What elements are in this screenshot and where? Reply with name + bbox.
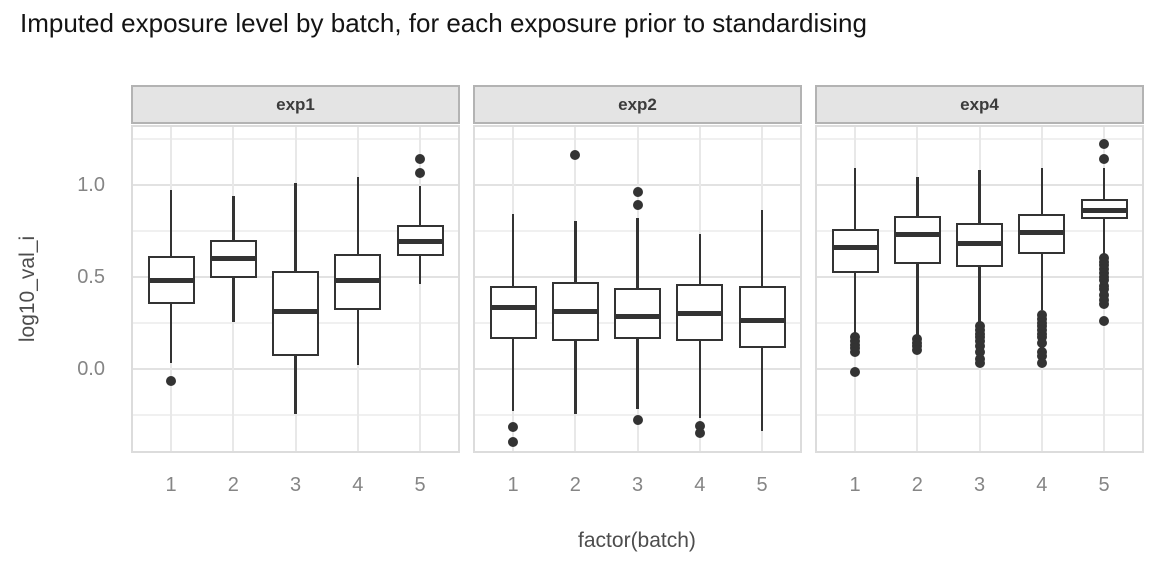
boxplot-outlier [974,346,985,357]
facet-panel-exp4 [815,125,1144,453]
x-tick-label: 1 [165,474,177,496]
boxplot-box [893,215,941,264]
boxplot-median [209,255,257,261]
facet-strip-exp1: exp1 [131,85,460,124]
boxplot-box [489,285,537,340]
boxplot-outlier [632,415,643,426]
facet-strip-label: exp1 [276,94,315,114]
boxplot-outlier [694,420,705,431]
boxplot-median [551,308,599,314]
y-tick-label: 0.0 [77,357,105,380]
boxplot-outlier [1099,153,1109,164]
boxplot-outlier [1099,275,1109,286]
boxplot-median [893,231,941,237]
boxplot-outlier [1099,315,1109,326]
boxplot-outlier [632,186,643,197]
x-tick-label: 2 [569,474,581,496]
boxplot-outlier [1099,289,1109,300]
boxplot-outlier [1036,332,1047,343]
boxplot-median [1080,207,1128,213]
boxplot-outlier [1099,139,1109,150]
gridline-major-x [419,125,421,453]
boxplot-outlier [415,153,425,164]
y-tick-label: 1.0 [77,173,105,196]
boxplot-median [334,277,382,283]
boxplot-median [614,314,661,320]
boxplot-median [676,310,724,316]
boxplot-outlier [1099,299,1109,310]
x-tick-label: 5 [756,474,768,496]
x-tick-label: 2 [227,474,239,496]
facet-panel-exp2 [473,125,802,453]
x-axis-title: factor(batch) [578,529,696,552]
boxplot-median [831,244,879,250]
boxplot-box [738,285,786,349]
boxplot-outlier [1036,337,1047,348]
x-tick-label: 1 [507,474,519,496]
panel-border [131,125,460,453]
boxplot-median [396,239,444,245]
facet-strip-label: exp2 [618,94,657,114]
boxplot-outlier [415,168,425,179]
plot-title: Imputed exposure level by batch, for eac… [20,8,867,38]
panel-border [815,125,1144,453]
panel-border [473,125,802,453]
boxplot-median [147,277,195,283]
boxplot-outlier [1099,284,1109,295]
boxplot-outlier [974,357,985,368]
facet-strip-exp4: exp4 [815,85,1144,124]
facet-panel-exp1 [131,125,460,453]
boxplot-outlier [632,199,643,210]
boxplot-box [831,228,879,273]
boxplot-outlier [1036,350,1047,361]
x-tick-label: 4 [352,474,364,496]
boxplot-outlier [912,345,923,356]
boxplot-outlier [974,341,985,352]
boxplot-outlier [166,376,176,387]
boxplot-outlier [508,422,518,433]
boxplot-median [1018,229,1066,235]
boxplot-median [272,308,319,314]
boxplot-median [738,318,786,324]
x-tick-label: 5 [1098,474,1110,496]
boxplot-outlier [974,335,985,346]
x-tick-label: 3 [631,474,644,496]
y-tick-label: 0.5 [77,265,105,288]
x-tick-label: 3 [289,474,302,496]
boxplot-median [489,305,537,311]
boxplot-outlier [850,346,860,357]
x-tick-label: 4 [694,474,706,496]
facet-strip-label: exp4 [960,94,999,114]
boxplot-outlier [570,150,581,161]
x-tick-label: 1 [849,474,861,496]
boxplot-outlier [850,367,860,378]
boxplot-outlier [1036,357,1047,368]
facet-strip-exp2: exp2 [473,85,802,124]
boxplot-outlier [694,427,705,438]
boxplot-box [614,287,661,340]
boxplot-outlier [508,437,518,448]
x-tick-label: 5 [414,474,426,496]
x-tick-label: 4 [1036,474,1048,496]
x-tick-label: 3 [973,474,986,496]
x-tick-label: 2 [911,474,923,496]
boxplot-median [956,240,1003,246]
y-axis-title: log10_val_i [16,235,39,343]
